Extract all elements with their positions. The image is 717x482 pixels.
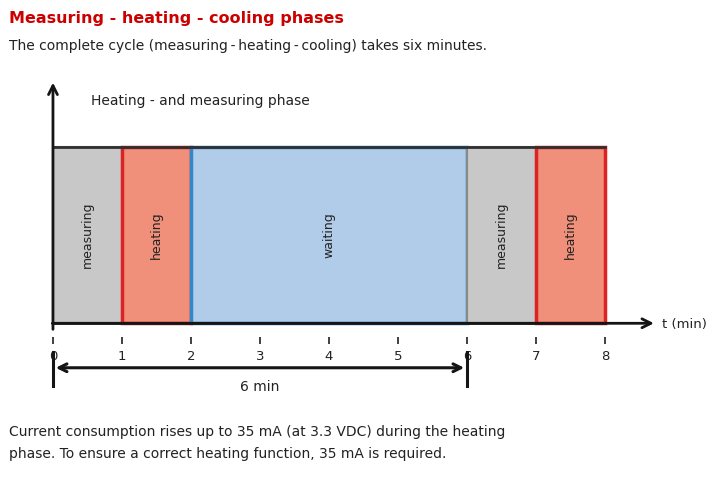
Bar xyxy=(122,147,191,323)
Bar xyxy=(467,147,536,323)
Text: Measuring - heating - cooling phases: Measuring - heating - cooling phases xyxy=(9,11,344,26)
Bar xyxy=(53,147,122,323)
Bar xyxy=(536,147,605,323)
Text: waiting: waiting xyxy=(323,212,336,258)
Text: measuring: measuring xyxy=(495,202,508,268)
Text: Heating - and measuring phase: Heating - and measuring phase xyxy=(91,94,310,108)
Text: The complete cycle (measuring - heating - cooling) takes six minutes.: The complete cycle (measuring - heating … xyxy=(9,39,488,53)
Text: measuring: measuring xyxy=(81,202,94,268)
Text: Current consumption rises up to 35 mA (at 3.3 VDC) during the heating: Current consumption rises up to 35 mA (a… xyxy=(9,425,505,439)
Bar xyxy=(191,147,467,323)
Text: 6 min: 6 min xyxy=(240,380,280,394)
Text: t (min): t (min) xyxy=(662,318,706,331)
Text: heating: heating xyxy=(150,211,163,259)
Text: phase. To ensure a correct heating function, 35 mA is required.: phase. To ensure a correct heating funct… xyxy=(9,447,447,461)
Text: heating: heating xyxy=(564,211,577,259)
